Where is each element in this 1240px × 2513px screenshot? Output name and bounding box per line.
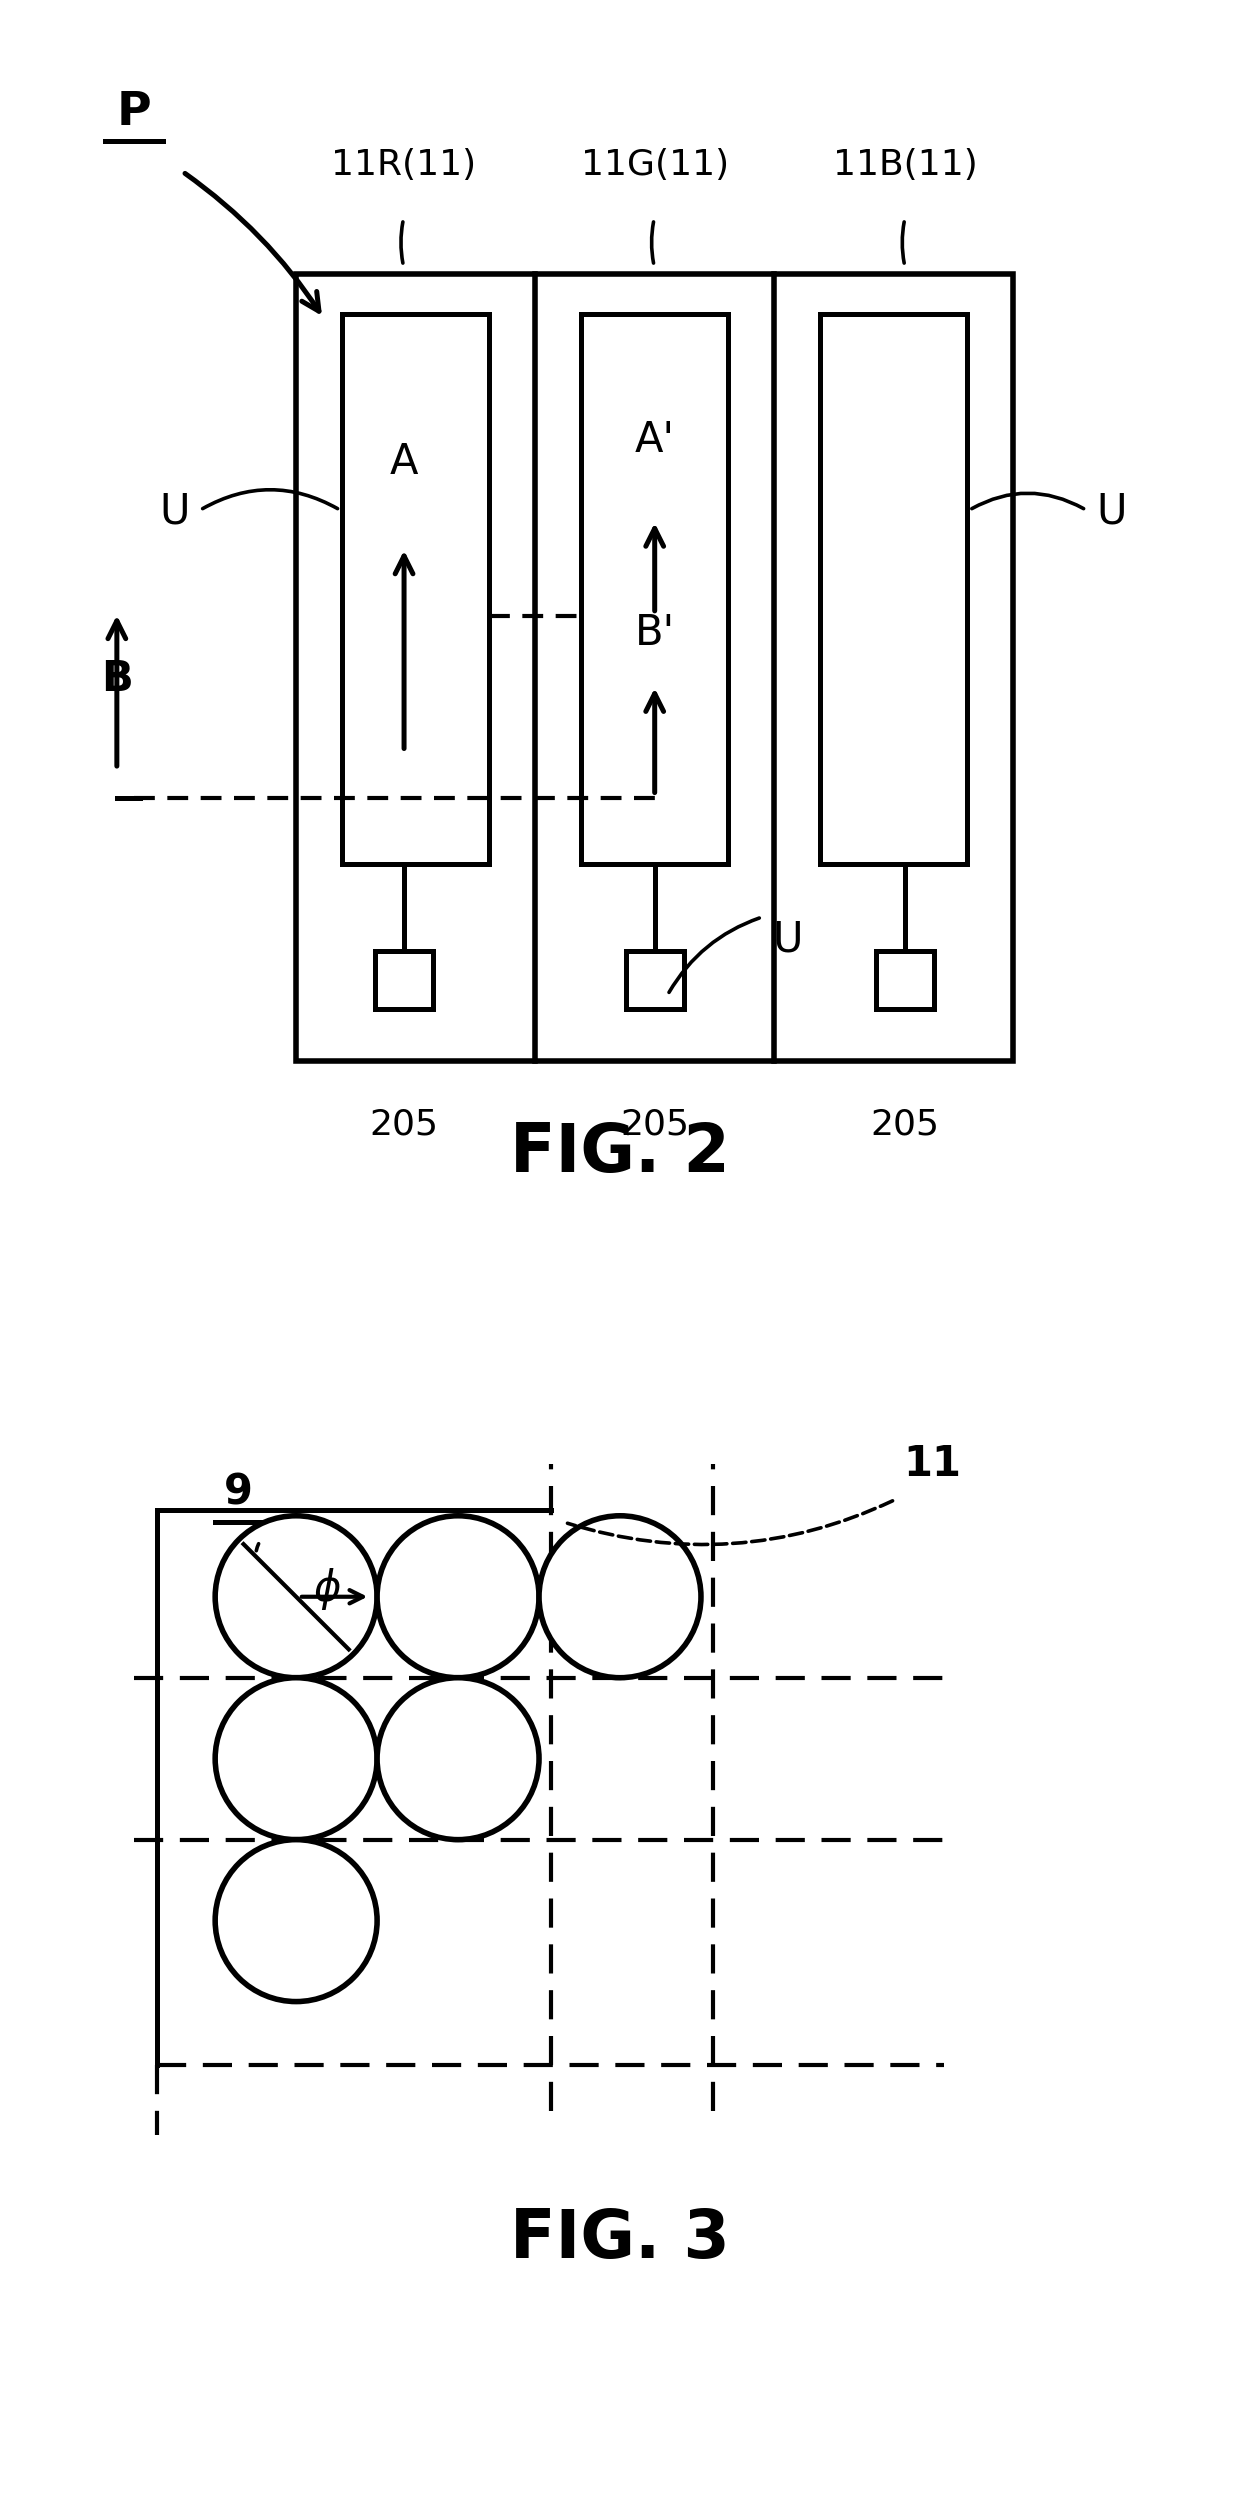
Bar — [821, 314, 967, 864]
Text: U: U — [1096, 490, 1127, 533]
Text: 11R(11): 11R(11) — [331, 148, 476, 181]
Text: 11G(11): 11G(11) — [580, 148, 729, 181]
Text: U: U — [160, 490, 190, 533]
Bar — [342, 314, 489, 864]
Circle shape — [216, 1840, 377, 2000]
Bar — [296, 274, 1013, 1060]
Bar — [376, 950, 433, 1008]
Bar — [626, 950, 683, 1008]
Text: 9: 9 — [224, 1473, 253, 1513]
Text: FIG. 2: FIG. 2 — [510, 1121, 730, 1186]
Circle shape — [216, 1515, 377, 1679]
Text: 11B(11): 11B(11) — [833, 148, 977, 181]
Text: A': A' — [635, 420, 675, 462]
Circle shape — [539, 1515, 701, 1679]
Text: 11: 11 — [903, 1442, 961, 1485]
Circle shape — [377, 1515, 539, 1679]
Text: 205: 205 — [870, 1108, 940, 1141]
Text: U: U — [773, 917, 804, 960]
Text: 205: 205 — [620, 1108, 689, 1141]
Text: B: B — [100, 658, 133, 701]
Bar — [582, 314, 728, 864]
Text: 205: 205 — [370, 1108, 439, 1141]
Circle shape — [377, 1679, 539, 1840]
Text: A: A — [389, 442, 418, 482]
Bar — [877, 950, 934, 1008]
Text: P: P — [117, 90, 151, 136]
Circle shape — [216, 1679, 377, 1840]
Text: $\phi$: $\phi$ — [314, 1566, 341, 1611]
Text: FIG. 3: FIG. 3 — [510, 2206, 730, 2272]
Text: B': B' — [635, 613, 675, 653]
